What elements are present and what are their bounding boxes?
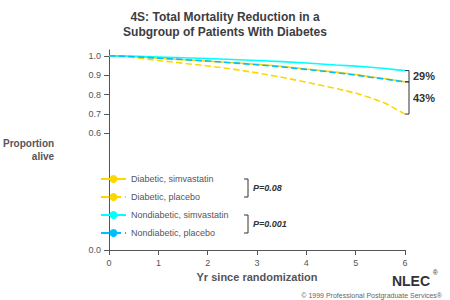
- svg-text:Yr since randomization: Yr since randomization: [197, 271, 318, 283]
- svg-text:P=0.001: P=0.001: [253, 219, 287, 229]
- svg-text:Nondiabetic, placebo: Nondiabetic, placebo: [131, 228, 215, 238]
- svg-text:Proportion: Proportion: [3, 138, 54, 149]
- svg-text:NLEC: NLEC: [392, 273, 430, 289]
- svg-text:P=0.08: P=0.08: [253, 183, 282, 193]
- svg-text:5: 5: [353, 258, 358, 268]
- svg-text:4S: Total Mortality Reduction: 4S: Total Mortality Reduction in a: [130, 10, 319, 24]
- svg-text:4: 4: [304, 258, 309, 268]
- svg-text:0.0: 0.0: [89, 245, 102, 255]
- svg-text:0: 0: [107, 258, 112, 268]
- svg-text:Diabetic, simvastatin: Diabetic, simvastatin: [131, 174, 214, 184]
- svg-text:0.9: 0.9: [89, 70, 102, 80]
- svg-text:29%: 29%: [413, 70, 435, 82]
- svg-text:alive: alive: [32, 151, 55, 162]
- svg-text:Diabetic, placebo: Diabetic, placebo: [131, 192, 200, 202]
- svg-text:1: 1: [156, 258, 161, 268]
- svg-text:0.7: 0.7: [89, 109, 102, 119]
- svg-text:1.0: 1.0: [89, 51, 102, 61]
- svg-text:Nondiabetic, simvastatin: Nondiabetic, simvastatin: [131, 210, 229, 220]
- svg-text:6: 6: [402, 258, 407, 268]
- svg-text:®: ®: [433, 269, 439, 276]
- svg-text:Subgroup of Patients With Diab: Subgroup of Patients With Diabetes: [123, 25, 327, 39]
- svg-text:0.6: 0.6: [89, 128, 102, 138]
- svg-text:43%: 43%: [413, 92, 435, 104]
- svg-text:2: 2: [205, 258, 210, 268]
- svg-text:© 1999 Professional Postgradua: © 1999 Professional Postgraduate Service…: [301, 292, 443, 300]
- svg-text:0.8: 0.8: [89, 90, 102, 100]
- svg-text:3: 3: [255, 258, 260, 268]
